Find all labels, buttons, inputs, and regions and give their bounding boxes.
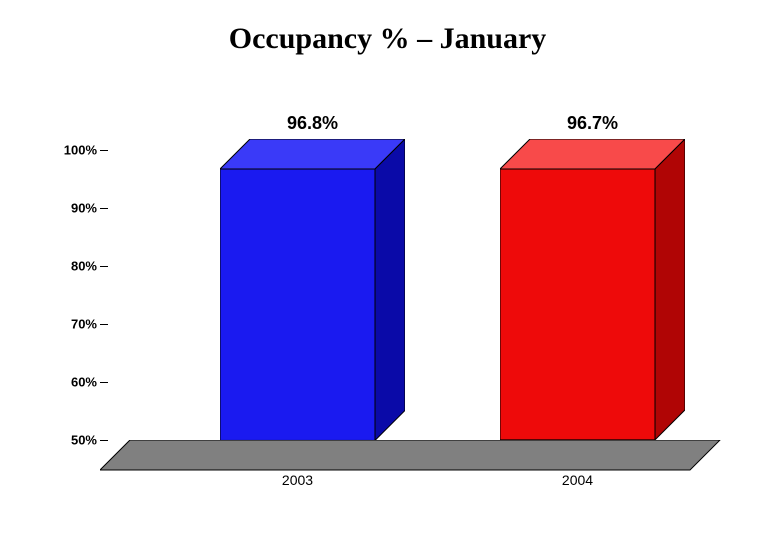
y-axis-tick-label: 80% bbox=[71, 259, 97, 274]
bars-container bbox=[100, 150, 720, 440]
bar bbox=[220, 139, 405, 440]
chart-plot-area: 50%60%70%80%90%100% 96.8%96.7% 20032004 bbox=[55, 150, 715, 470]
x-axis-category-label: 2003 bbox=[282, 472, 313, 488]
y-axis-tick-label: 70% bbox=[71, 317, 97, 332]
bar-value-label: 96.8% bbox=[287, 113, 338, 134]
y-axis-tick-label: 90% bbox=[71, 201, 97, 216]
x-axis-category-label: 2004 bbox=[562, 472, 593, 488]
bar-value-label: 96.7% bbox=[567, 113, 618, 134]
y-axis-tick-label: 60% bbox=[71, 375, 97, 390]
chart-title: Occupancy % – January bbox=[0, 0, 775, 66]
bar bbox=[500, 139, 685, 440]
chart-floor bbox=[100, 440, 720, 470]
y-axis-tick-label: 100% bbox=[64, 143, 97, 158]
y-axis-tick-label: 50% bbox=[71, 433, 97, 448]
